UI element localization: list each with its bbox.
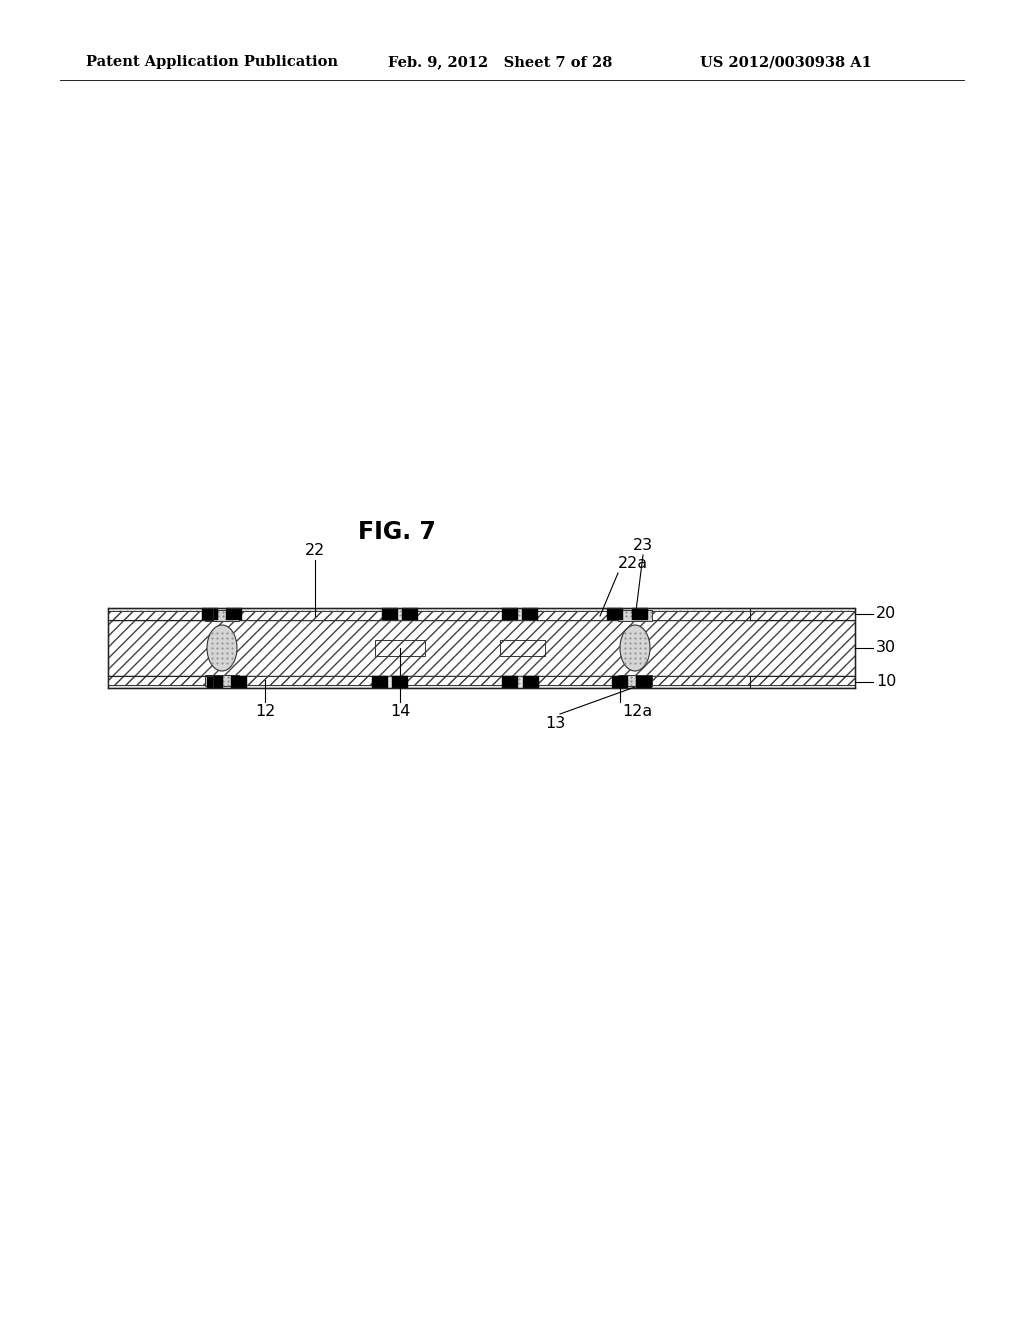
Bar [108,611,210,620]
Bar [372,676,388,688]
Bar [645,676,855,685]
Bar [618,610,652,620]
Bar [530,611,615,620]
Bar [382,609,398,620]
Bar [607,609,623,620]
Text: 12a: 12a [622,704,652,719]
Bar [618,675,652,686]
Bar [226,609,242,620]
Text: 13: 13 [545,715,565,731]
Bar [400,676,510,685]
Bar [234,611,390,620]
Bar [500,640,545,656]
Bar [108,676,215,685]
Ellipse shape [207,624,237,671]
Bar [636,676,652,688]
Bar [402,609,418,620]
Text: 22: 22 [305,543,326,558]
Bar [205,610,239,620]
Bar [532,676,620,685]
Bar [410,611,510,620]
Text: Feb. 9, 2012   Sheet 7 of 28: Feb. 9, 2012 Sheet 7 of 28 [388,55,612,69]
Bar [632,609,648,620]
Bar [240,676,380,685]
Text: 30: 30 [876,640,896,656]
Bar [108,620,855,676]
Text: 20: 20 [876,606,896,622]
Bar [612,676,628,688]
Text: FIG. 7: FIG. 7 [358,520,436,544]
Text: 14: 14 [390,704,411,719]
Text: 22a: 22a [618,556,648,572]
Bar [205,675,239,686]
Bar [108,609,855,620]
Bar [523,676,539,688]
Bar [108,676,855,688]
Bar [207,676,223,688]
Text: 12: 12 [255,704,275,719]
Bar [375,640,425,656]
Text: US 2012/0030938 A1: US 2012/0030938 A1 [700,55,871,69]
Bar [640,611,855,620]
Bar [502,609,518,620]
Bar [502,676,518,688]
Text: Patent Application Publication: Patent Application Publication [86,55,338,69]
Bar [202,609,218,620]
Ellipse shape [620,624,650,671]
Text: 23: 23 [633,539,653,553]
Bar [392,676,408,688]
Bar [522,609,538,620]
Bar [231,676,247,688]
Text: 10: 10 [876,675,896,689]
